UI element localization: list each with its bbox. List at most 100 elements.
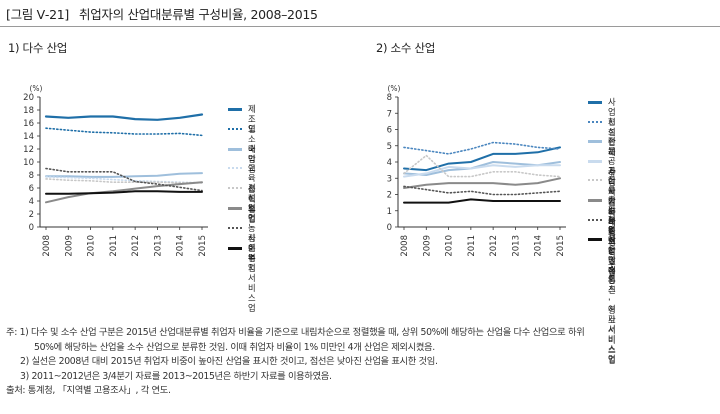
left-y-tick-label: 14: [23, 132, 34, 142]
left-y-tick-label: 10: [23, 158, 34, 168]
left-series-line-2: [45, 127, 203, 137]
right-y-tick-label: 0: [387, 223, 392, 233]
right-legend-swatch: [588, 140, 602, 144]
left-legend-label: 도소매업: [248, 123, 256, 164]
right-legend-label: 협회 단체 · 수리 · 기타 개인서비스업: [608, 116, 616, 277]
right-legend-swatch: [588, 218, 602, 221]
right-y-tick-label: 8: [387, 93, 392, 103]
left-legend-swatch: [228, 207, 242, 210]
left-legend-item: 농림어업: [228, 222, 256, 263]
left-legend-swatch: [228, 127, 242, 130]
left-legend-label: 운수업: [248, 242, 256, 273]
left-legend-swatch: [228, 187, 242, 190]
left-y-tick-label: 12: [23, 145, 34, 155]
left-y-tick-label: 16: [23, 119, 34, 129]
left-x-tick-label: 2015: [198, 235, 208, 257]
right-y-tick-label: 7: [387, 109, 392, 119]
note-3: 3) 2011~2012년은 3/4분기 자료를 2013~2015년은 하반기…: [20, 370, 332, 382]
left-legend-swatch: [228, 167, 242, 170]
left-y-tick-label: 2: [29, 210, 34, 220]
right-legend-swatch: [588, 179, 602, 182]
right-y-tick-label: 1: [387, 207, 392, 217]
right-x-tick-label: 2012: [489, 235, 499, 257]
right-y-tick-label: 5: [387, 142, 392, 152]
right-legend-item: 금융 · 보험업: [588, 175, 618, 236]
right-legend-label: 공공 · 국방 · 사회보장행정: [608, 155, 618, 276]
left-legend-swatch: [228, 246, 242, 250]
notes: 주: 1) 다수 및 소수 산업 구분은 2015년 산업대분류별 취업자 비율…: [6, 326, 714, 399]
right-legend-swatch: [588, 101, 602, 104]
right-series-line-6: [403, 177, 561, 189]
note-2: 2) 실선은 2008년 대비 2015년 취업자 비중이 높아진 산업을 표시…: [20, 356, 438, 367]
left-x-tick-label: 2008: [42, 235, 52, 257]
right-legend-label: 예술 · 스포츠 · 여가서비스업: [608, 234, 618, 365]
left-series-line-1: [44, 113, 204, 121]
left-legend-item: 보건 · 사회복지서비스업: [228, 203, 258, 313]
right-y-tick-label: 3: [387, 174, 392, 184]
left-x-tick-label: 2014: [176, 235, 186, 257]
left-series-line-5: [45, 178, 203, 184]
right-y-tick-label: 4: [387, 158, 392, 168]
left-legend-item: 도소매업: [228, 123, 256, 164]
right-legend-item: 예술 · 스포츠 · 여가서비스업: [588, 234, 618, 365]
left-legend-label: 교육서비스업: [248, 163, 256, 224]
right-legend-swatch: [588, 159, 602, 163]
left-legend-item: 숙박업 · 음식점업: [228, 143, 258, 224]
right-series-line-7: [403, 185, 561, 196]
left-legend-item: 건설업: [228, 183, 256, 214]
left-legend-label: 농림어업: [248, 222, 256, 263]
right-x-tick-label: 2008: [400, 235, 410, 257]
right-series-line-1: [403, 146, 561, 172]
left-legend-label: 제조업: [248, 104, 256, 134]
right-legend-item: 부동산 · 임대업: [588, 214, 618, 285]
left-legend-label: 보건 · 사회복지서비스업: [248, 203, 258, 313]
right-series-line-5: [403, 154, 561, 178]
right-x-tick-label: 2013: [511, 235, 521, 257]
left-series-line-8: [45, 190, 203, 195]
title-rule: [0, 26, 720, 27]
figure-label: [그림 Ⅴ-21]: [6, 7, 69, 22]
left-legend-item: 운수업: [228, 242, 256, 273]
left-x-tick-label: 2009: [64, 235, 74, 257]
left-series-line-7: [45, 167, 203, 192]
right-x-tick-label: 2014: [534, 235, 544, 257]
left-x-tick-label: 2010: [87, 235, 97, 257]
left-y-tick-label: 8: [29, 171, 34, 181]
left-legend-item: 제조업: [228, 104, 256, 134]
figure-title: [그림 Ⅴ-21] 취업자의 산업대분류별 구성비율, 2008–2015: [6, 4, 318, 23]
right-legend-label: 전문 · 과학 · 기술서비스업: [608, 136, 618, 257]
right-x-tick-label: 2009: [422, 235, 432, 257]
right-series-line-8: [403, 198, 561, 204]
right-x-tick-label: 2015: [556, 235, 566, 257]
left-x-tick-label: 2012: [131, 235, 141, 257]
left-legend-label: 건설업: [248, 183, 256, 214]
left-legend-item: 교육서비스업: [228, 163, 256, 224]
source-note: 출처: 통계청, 「지역별 고용조사」, 각 연도.: [6, 385, 171, 396]
right-x-tick-label: 2010: [445, 235, 455, 257]
right-legend-label: 사업시설관리 · 사업지원 서비스업: [608, 97, 616, 247]
right-legend-swatch: [588, 120, 602, 123]
left-legend-swatch: [228, 226, 242, 229]
note-1-cont: 50%에 해당하는 산업을 소수 산업으로 분류한 것임. 이때 취업자 비율이…: [34, 341, 435, 353]
right-legend-label: 부동산 · 임대업: [608, 214, 618, 285]
right-legend-item: 공공 · 국방 · 사회보장행정: [588, 155, 618, 276]
left-y-tick-label: 18: [23, 106, 34, 116]
right-legend-label: 금융 · 보험업: [608, 175, 618, 236]
right-x-tick-label: 2011: [467, 235, 477, 257]
right-y-tick-label: 6: [387, 126, 392, 136]
left-panel-title: 1) 다수 산업: [8, 41, 68, 55]
left-x-tick-label: 2013: [153, 235, 163, 257]
left-y-unit-label: (%): [30, 84, 43, 93]
right-legend-item: 출판 · 영상 · 방송통신 · 정보 서비스업: [588, 195, 616, 365]
right-series-line-4: [403, 164, 561, 178]
note-1: 주: 1) 다수 및 소수 산업 구분은 2015년 산업대분류별 취업자 비율…: [6, 327, 585, 338]
left-series-line-6: [45, 181, 203, 204]
right-series-line-2: [403, 141, 561, 155]
right-panel-title: 2) 소수 산업: [376, 41, 436, 55]
right-legend-item: 협회 단체 · 수리 · 기타 개인서비스업: [588, 116, 616, 277]
left-legend-swatch: [228, 108, 242, 111]
right-legend-label: 출판 · 영상 · 방송통신 · 정보 서비스업: [608, 195, 616, 365]
left-y-tick-label: 0: [29, 223, 34, 233]
left-legend-label: 숙박업 · 음식점업: [248, 143, 258, 224]
